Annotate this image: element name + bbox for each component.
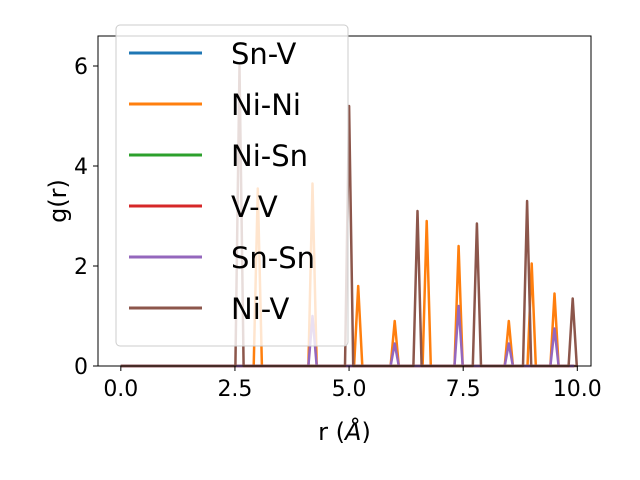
series-line-5 [120,304,575,368]
y-tick-label: 0 [74,355,88,380]
x-axis-label: r (Å) [318,417,371,446]
legend-label-3: Ni-Sn [231,139,308,173]
y-axis-label: g(r) [44,179,72,223]
x-tick-label: 10.0 [553,377,602,402]
legend-label-1: Sn-V [231,37,297,71]
x-tick-label: 5.0 [332,377,367,402]
y-tick-label: 2 [74,255,88,280]
legend: Sn-V Ni-Ni Ni-Sn V-V Sn-Sn Ni-V [115,24,349,347]
legend-label-5: Sn-Sn [231,241,315,275]
legend-label-6: Ni-V [231,292,290,326]
y-tick-label: 6 [74,55,88,80]
axis-ticks: 0.0 2.5 5.0 7.5 10.0 0 2 4 6 [74,55,602,402]
legend-label-2: Ni-Ni [231,88,301,122]
y-tick-label: 4 [74,155,88,180]
legend-label-4: V-V [231,190,278,224]
x-tick-label: 0.0 [103,377,138,402]
x-tick-label: 2.5 [217,377,252,402]
x-tick-label: 7.5 [446,377,481,402]
